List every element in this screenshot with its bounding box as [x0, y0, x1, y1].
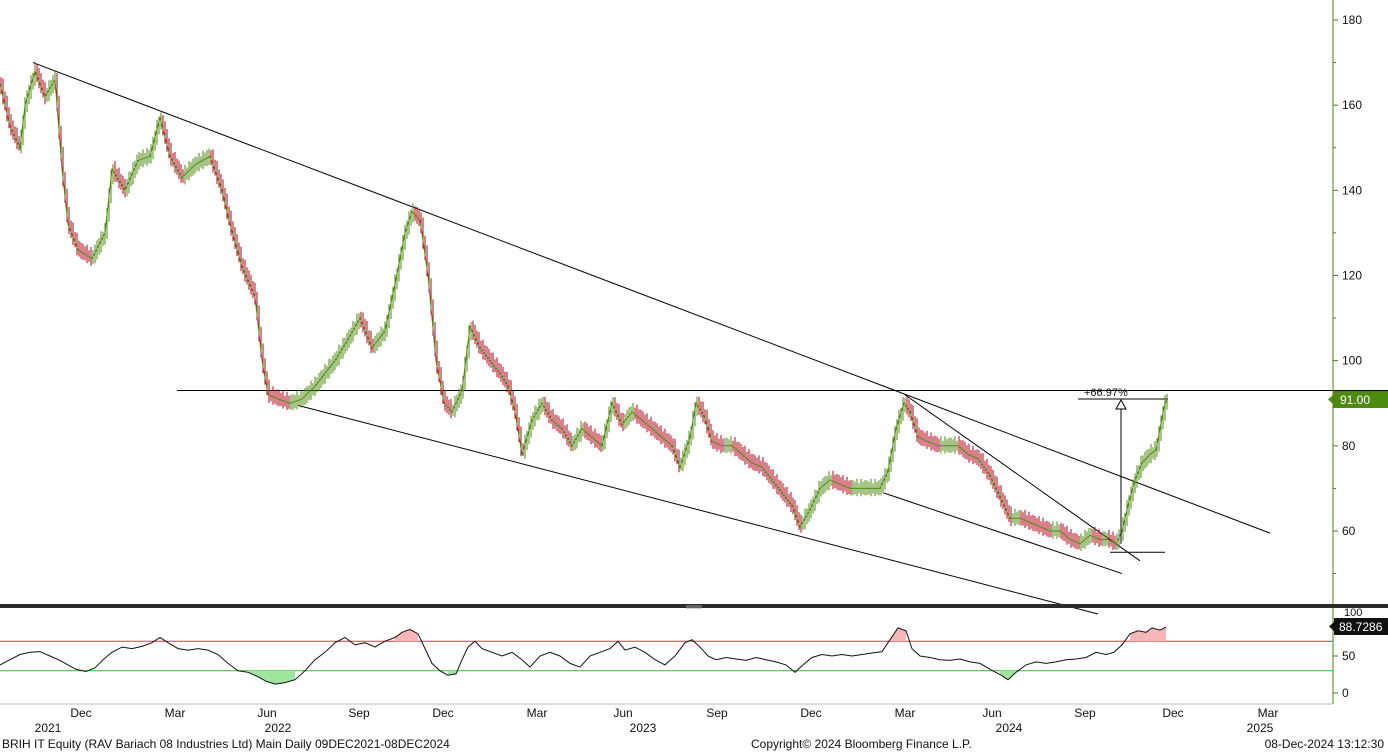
x-year-label: 2025 — [1247, 721, 1274, 735]
x-month-label: Dec — [70, 706, 91, 720]
last-price-tag: 91.00 — [1328, 391, 1388, 408]
x-year-label: 2024 — [996, 721, 1023, 735]
price-panel: +66.97% 60 80 100 120 140 160 180 91.00 — [0, 0, 1388, 615]
rsi-series-line — [0, 626, 1167, 685]
x-month-label: Sep — [706, 706, 728, 720]
price-y-tick-label: 60 — [1342, 524, 1356, 538]
percent-change-annotation: +66.97% — [1084, 387, 1128, 399]
rsi-panel: 0 50 100 88.7286 — [0, 607, 1388, 704]
price-y-tick-label: 160 — [1342, 98, 1362, 112]
rsi-oversold-fill — [1000, 670, 1016, 680]
footer-security-description: BRIH IT Equity (RAV Bariach 08 Industrie… — [2, 737, 450, 751]
trendline — [32, 62, 1271, 534]
measure-arrow-head — [1115, 398, 1127, 410]
x-axis-year-labels: 2021 2022 2023 2024 2025 — [35, 721, 1274, 735]
trendline — [297, 404, 1099, 615]
rsi-overbought-fill — [890, 627, 906, 642]
rsi-y-axis: 0 50 100 — [1333, 607, 1362, 700]
price-y-axis: 60 80 100 120 140 160 180 — [1333, 13, 1362, 575]
x-month-label: Mar — [165, 706, 186, 720]
rsi-band-fills — [248, 627, 1166, 685]
footer-copyright: Copyright© 2024 Bloomberg Finance L.P. — [751, 737, 972, 751]
rsi-y-tick-label: 50 — [1342, 649, 1356, 663]
x-axis-month-labels: Dec Mar Jun Sep Dec Mar Jun Sep Dec Mar Jun Sep Dec M… — [70, 706, 1278, 720]
x-month-label: Jun — [257, 706, 276, 720]
x-month-label: Mar — [1258, 706, 1279, 720]
price-y-tick-label: 120 — [1342, 269, 1362, 283]
rsi-overbought-fill — [1130, 627, 1166, 642]
x-month-label: Mar — [895, 706, 916, 720]
x-month-label: Dec — [432, 706, 453, 720]
x-month-label: Sep — [348, 706, 370, 720]
panel-divider-grip[interactable] — [686, 605, 702, 609]
x-month-label: Sep — [1074, 706, 1096, 720]
price-y-tick-label: 140 — [1342, 183, 1362, 197]
rsi-y-tick-label: 0 — [1342, 686, 1349, 700]
last-price-tag-pointer — [1328, 395, 1333, 404]
measure-arrow — [1115, 398, 1127, 544]
rsi-last-value: 88.7286 — [1339, 620, 1383, 634]
price-y-tick-label: 180 — [1342, 13, 1362, 27]
x-month-label: Jun — [982, 706, 1001, 720]
rsi-value-tag: 88.7286 — [1329, 618, 1388, 635]
rsi-overbought-fill — [395, 629, 418, 642]
x-month-label: Dec — [800, 706, 821, 720]
rsi-top-tick-label: 100 — [1344, 607, 1362, 619]
last-price-tag-box — [1333, 391, 1388, 408]
rsi-value-tag-box — [1334, 618, 1388, 635]
x-month-label: Mar — [527, 706, 548, 720]
rsi-oversold-fill — [248, 670, 295, 685]
x-year-label: 2022 — [265, 721, 292, 735]
x-month-label: Dec — [1162, 706, 1183, 720]
x-axis: Dec Mar Jun Sep Dec Mar Jun Sep Dec Mar Jun Sep Dec M… — [0, 703, 1333, 735]
footer-timestamp: 08-Dec-2024 13:12:30 — [1264, 737, 1384, 751]
price-trendlines — [32, 62, 1388, 615]
price-y-tick-label: 100 — [1342, 354, 1362, 368]
rsi-value-tag-pointer — [1329, 622, 1334, 631]
x-year-label: 2021 — [35, 721, 62, 735]
price-y-tick-label: 80 — [1342, 439, 1356, 453]
x-year-label: 2023 — [630, 721, 657, 735]
price-series-line — [0, 69, 1168, 545]
last-price-value: 91.00 — [1340, 393, 1370, 407]
x-month-label: Jun — [613, 706, 632, 720]
trendline — [882, 492, 1123, 575]
